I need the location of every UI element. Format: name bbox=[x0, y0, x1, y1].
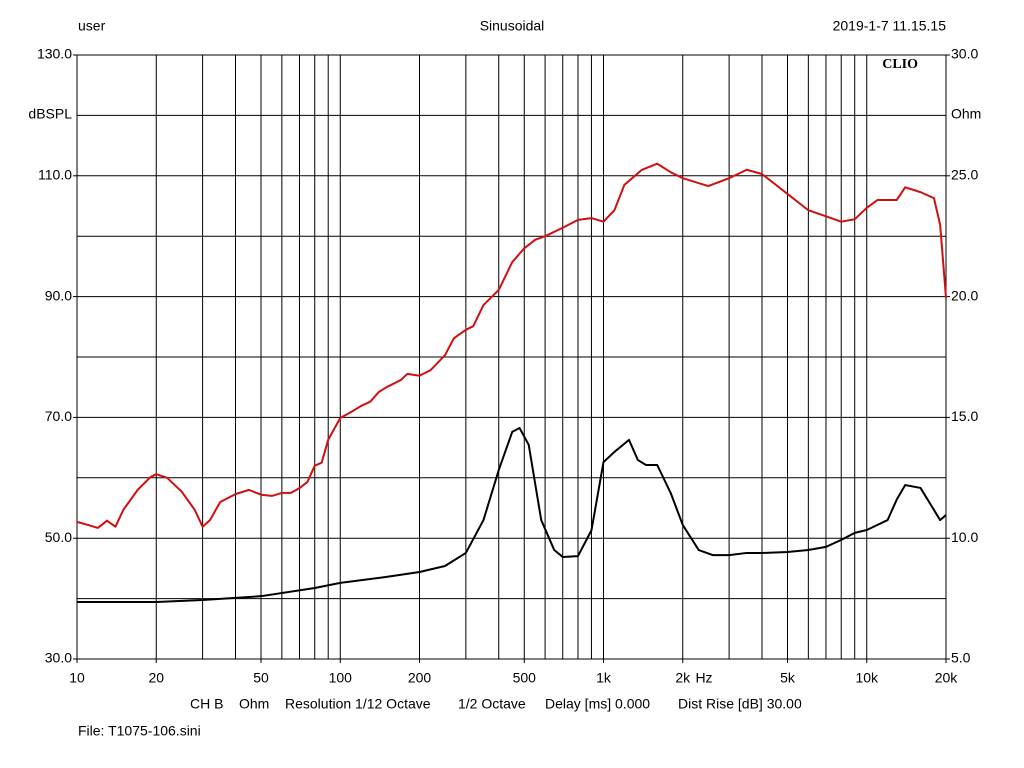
x-tick-label: 20k bbox=[935, 670, 959, 686]
y2-tick-label: 30.0 bbox=[951, 46, 978, 62]
y-tick-label: 30.0 bbox=[45, 650, 72, 666]
x-tick-label: 10k bbox=[855, 670, 879, 686]
x-tick-label: 10 bbox=[69, 670, 85, 686]
y2-tick-label: 15.0 bbox=[951, 408, 978, 424]
x-axis-label: Hz bbox=[695, 670, 712, 686]
x-tick-label: 1k bbox=[596, 670, 612, 686]
footer-item: 1/2 Octave bbox=[458, 696, 526, 712]
y2-tick-label: 25.0 bbox=[951, 167, 978, 183]
x-tick-label: 20 bbox=[148, 670, 164, 686]
header-left: user bbox=[78, 18, 106, 34]
footer-item: Ohm bbox=[239, 696, 269, 712]
x-tick-label: 100 bbox=[329, 670, 353, 686]
file-name: File: T1075-106.sini bbox=[78, 723, 201, 739]
y-tick-label: 50.0 bbox=[45, 529, 72, 545]
y-tick-label: 110.0 bbox=[38, 167, 72, 183]
x-tick-label: 500 bbox=[513, 670, 537, 686]
y-tick-label: 90.0 bbox=[45, 287, 72, 303]
y2-axis-label: Ohm bbox=[951, 106, 981, 122]
y2-tick-label: 10.0 bbox=[951, 529, 978, 545]
y2-tick-label: 20.0 bbox=[951, 287, 978, 303]
brand: CLIO bbox=[882, 57, 918, 72]
footer-item: Delay [ms] 0.000 bbox=[545, 696, 650, 712]
y-tick-label: 130.0 bbox=[37, 46, 72, 62]
chart-title: Sinusoidal bbox=[480, 18, 545, 34]
x-tick-label: 5k bbox=[780, 670, 796, 686]
header-right: 2019-1-7 11.15.15 bbox=[833, 18, 947, 34]
y2-tick-label: 5.0 bbox=[951, 650, 971, 666]
x-tick-label: 2k bbox=[675, 670, 691, 686]
footer-item: Dist Rise [dB] 30.00 bbox=[678, 696, 802, 712]
y-axis-label: dBSPL bbox=[28, 106, 72, 122]
x-tick-label: 50 bbox=[253, 670, 269, 686]
footer-item: CH B bbox=[190, 696, 223, 712]
x-tick-label: 200 bbox=[408, 670, 432, 686]
series-line bbox=[76, 162, 947, 529]
footer-item: Resolution 1/12 Octave bbox=[285, 696, 431, 712]
plot-frame bbox=[76, 54, 947, 660]
y-tick-label: 70.0 bbox=[45, 408, 72, 424]
series-line bbox=[77, 427, 947, 603]
